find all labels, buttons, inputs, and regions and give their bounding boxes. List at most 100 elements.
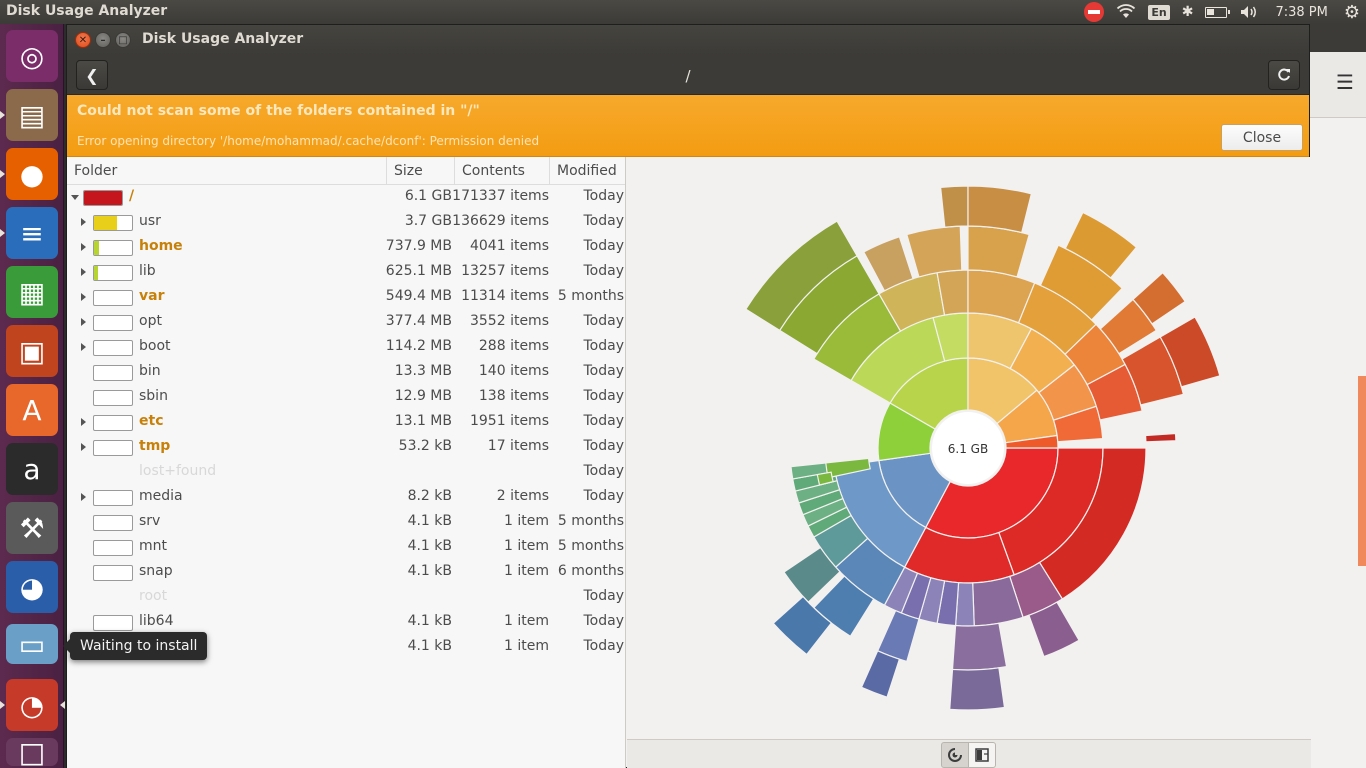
ring-5-slice[interactable]	[1159, 316, 1221, 388]
ubuntu-logo-icon: ◎	[19, 39, 45, 73]
usage-bar	[93, 340, 133, 356]
folder-size: 3.7 GB	[404, 213, 452, 229]
column-header-size[interactable]: Size	[387, 157, 455, 185]
folder-contents: 2 items	[496, 488, 549, 504]
expander-closed-icon[interactable]	[81, 293, 86, 301]
files-launcher[interactable]: ▤	[6, 89, 58, 141]
chart-center[interactable]	[932, 412, 1004, 484]
background-scrollbar[interactable]	[1358, 376, 1366, 566]
tree-row[interactable]: 4.1 kB 1 item Today	[67, 635, 625, 660]
tree-row[interactable]: bin 13.3 MB 140 items Today	[67, 360, 625, 385]
firefox-launcher[interactable]: ●	[6, 148, 58, 200]
calc-launcher[interactable]: ▦	[6, 266, 58, 318]
tree-row[interactable]: srv 4.1 kB 1 item 5 months	[67, 510, 625, 535]
amazon-launcher[interactable]: a	[6, 443, 58, 495]
ring-4-slice[interactable]	[812, 575, 875, 638]
running-indicator	[0, 701, 5, 709]
bluetooth-indicator[interactable]: ✱	[1176, 0, 1200, 24]
ring-5-slice[interactable]	[939, 185, 969, 228]
tree-row[interactable]: tmp 53.2 kB 17 items Today	[67, 435, 625, 460]
update-indicator[interactable]	[1078, 0, 1110, 24]
tree-row[interactable]: opt 377.4 MB 3552 items Today	[67, 310, 625, 335]
tree-row[interactable]: lost+found Today	[67, 460, 625, 485]
impress-launcher[interactable]: ▣	[6, 325, 58, 377]
rings-view-button[interactable]	[941, 742, 969, 768]
software-center-launcher[interactable]: A	[6, 384, 58, 436]
writer-launcher[interactable]: ≡	[6, 207, 58, 259]
ring-5-slice[interactable]	[744, 220, 858, 332]
ring-5-slice[interactable]	[949, 667, 1006, 711]
ring-5-slice[interactable]	[772, 595, 833, 656]
tree-row[interactable]: lib 625.1 MB 13257 items Today	[67, 260, 625, 285]
folder-contents: 1951 items	[469, 413, 549, 429]
tree-row[interactable]: var 549.4 MB 11314 items 5 months	[67, 285, 625, 310]
keyboard-indicator[interactable]: En	[1142, 0, 1175, 24]
rescan-button[interactable]	[1268, 60, 1300, 90]
ring-4-slice[interactable]	[783, 546, 841, 604]
bluefish-launcher[interactable]: ◕	[6, 561, 58, 613]
expander-open-icon[interactable]	[71, 195, 79, 200]
expander-closed-icon[interactable]	[81, 493, 86, 501]
column-header-contents[interactable]: Contents	[455, 157, 550, 185]
expander-closed-icon[interactable]	[81, 318, 86, 326]
ubuntu-dash-button[interactable]: ◎	[6, 30, 58, 82]
battery-indicator[interactable]	[1199, 0, 1233, 24]
clock-indicator[interactable]: 7:38 PM	[1265, 0, 1337, 24]
expander-closed-icon[interactable]	[81, 418, 86, 426]
tree-row[interactable]: mnt 4.1 kB 1 item 5 months	[67, 535, 625, 560]
back-button[interactable]: ❮	[76, 60, 108, 90]
column-header-folder[interactable]: Folder	[67, 157, 387, 185]
window-minimize-button[interactable]: –	[95, 32, 111, 48]
ring-4-slice[interactable]	[951, 622, 1008, 671]
expander-closed-icon[interactable]	[81, 343, 86, 351]
tree-row[interactable]: home 737.9 MB 4041 items Today	[67, 235, 625, 260]
ring-4-slice[interactable]	[862, 236, 914, 292]
ring-5-slice[interactable]	[1132, 271, 1187, 325]
rings-chart[interactable]: 6.1 GB	[627, 157, 1311, 739]
rings-chart-area[interactable]: 6.1 GB	[627, 157, 1311, 739]
tree-row[interactable]: usr 3.7 GB 136629 items Today	[67, 210, 625, 235]
usage-bar-fill	[84, 191, 122, 205]
installing-app-launcher[interactable]: ▭	[6, 624, 58, 664]
window-titlebar[interactable]: ✕ – □ Disk Usage Analyzer	[67, 25, 1309, 55]
window-close-button[interactable]: ✕	[75, 32, 91, 48]
expander-closed-icon[interactable]	[81, 268, 86, 276]
tree-row[interactable]: sbin 12.9 MB 138 items Today	[67, 385, 625, 410]
tree-row[interactable]: lib64 4.1 kB 1 item Today	[67, 610, 625, 635]
ring-5-slice[interactable]	[1064, 211, 1138, 279]
folder-contents: 1 item	[504, 538, 549, 554]
tree-row[interactable]: media 8.2 kB 2 items Today	[67, 485, 625, 510]
workspace-switcher-launcher[interactable]: □	[6, 736, 58, 768]
ring-5-slice[interactable]	[860, 650, 901, 698]
expander-closed-icon[interactable]	[81, 443, 86, 451]
folder-size: 4.1 kB	[407, 513, 452, 529]
tree-row[interactable]: etc 13.1 MB 1951 items Today	[67, 410, 625, 435]
ring-4-slice[interactable]	[967, 225, 1030, 278]
network-indicator[interactable]	[1110, 0, 1142, 24]
sound-indicator[interactable]	[1233, 0, 1265, 24]
hamburger-menu-icon[interactable]: ☰	[1336, 70, 1354, 94]
folder-modified: 5 months	[557, 288, 624, 304]
ring-5-slice[interactable]	[967, 185, 1033, 234]
tree-row[interactable]: snap 4.1 kB 1 item 6 months	[67, 560, 625, 585]
system-settings-launcher[interactable]: ⚒	[6, 502, 58, 554]
ring-4-slice[interactable]	[906, 225, 963, 278]
infobar-close-button[interactable]: Close	[1221, 124, 1303, 151]
ring-fragment[interactable]	[816, 471, 834, 486]
folder-contents: 136629 items	[452, 213, 549, 229]
background-window[interactable]: ☰	[1310, 24, 1366, 768]
ring-4-slice[interactable]	[1028, 601, 1080, 658]
session-indicator[interactable]: ⚙	[1338, 0, 1366, 24]
keyboard-layout-label: En	[1148, 4, 1170, 20]
disk-usage-launcher[interactable]: ◔	[6, 679, 58, 731]
tree-row[interactable]: boot 114.2 MB 288 items Today	[67, 335, 625, 360]
treemap-view-button[interactable]	[968, 742, 996, 768]
folder-tree[interactable]: Folder Size Contents Modified / 6.1 GB 171…	[67, 157, 626, 768]
window-maximize-button[interactable]: □	[115, 32, 131, 48]
tree-row[interactable]: / 6.1 GB 171337 items Today	[67, 185, 625, 210]
column-header-modified[interactable]: Modified	[557, 163, 617, 179]
expander-closed-icon[interactable]	[81, 243, 86, 251]
ring-fragment[interactable]	[1144, 432, 1177, 443]
tree-row[interactable]: root Today	[67, 585, 625, 610]
expander-closed-icon[interactable]	[81, 218, 86, 226]
